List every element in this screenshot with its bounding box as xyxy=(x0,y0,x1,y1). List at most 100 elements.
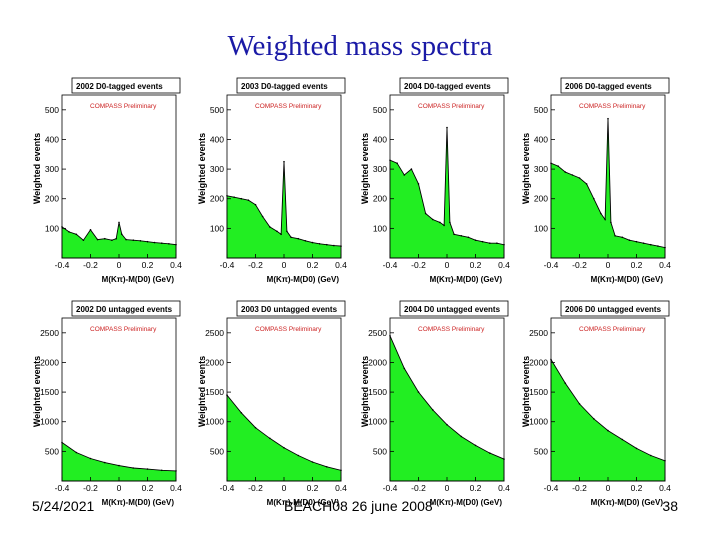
y-tick-label: 300 xyxy=(210,164,224,174)
panel-title-box xyxy=(399,77,509,94)
data-series-area xyxy=(389,127,505,259)
x-tick-label: 0 xyxy=(445,260,450,270)
data-point xyxy=(424,212,427,215)
data-point xyxy=(276,230,278,233)
x-tick-label: 0.4 xyxy=(335,260,347,270)
data-point xyxy=(340,245,342,247)
y-axis-label: Weighted events xyxy=(521,133,531,204)
data-point xyxy=(304,240,307,242)
data-point xyxy=(311,461,314,463)
data-series-area xyxy=(550,118,666,259)
y-tick-label: 400 xyxy=(210,134,224,144)
data-point xyxy=(226,394,228,396)
data-point xyxy=(571,174,574,176)
chart-panel-5: 2003 D0 untagged events COMPASS Prelimina… xyxy=(197,300,347,507)
x-tick-label: -0.2 xyxy=(572,260,587,270)
data-point xyxy=(481,240,484,243)
x-tick-label: 0.4 xyxy=(335,483,347,493)
watermark-label: COMPASS Preliminary xyxy=(418,326,485,333)
data-point xyxy=(280,233,282,236)
data-series-area xyxy=(550,357,666,482)
data-series-area xyxy=(61,222,177,259)
x-axis-label: M(Kπ)-M(D0) (GeV) xyxy=(102,275,175,284)
panel-title: 2002 D0 untagged events xyxy=(76,305,173,314)
data-point xyxy=(290,236,292,239)
y-tick-label: 500 xyxy=(534,446,548,456)
x-tick-label: -0.4 xyxy=(220,483,235,493)
data-point xyxy=(254,203,257,206)
x-tick-label: 0.2 xyxy=(470,483,482,493)
y-tick-label: 2000 xyxy=(529,357,548,367)
data-point xyxy=(286,230,288,233)
data-point xyxy=(635,240,638,243)
panel-title: 2006 D0-tagged events xyxy=(565,82,652,91)
data-point xyxy=(642,242,645,244)
x-tick-label: -0.4 xyxy=(55,260,70,270)
data-point xyxy=(82,239,85,241)
y-tick-label: 2000 xyxy=(368,357,387,367)
data-point xyxy=(318,243,321,245)
data-point xyxy=(283,160,285,163)
x-axis-label: M(Kπ)-M(D0) (GeV) xyxy=(430,275,503,284)
panel-title: 2003 D0 untagged events xyxy=(241,305,338,314)
data-point xyxy=(403,174,406,176)
x-tick-label: 0 xyxy=(282,483,287,493)
panel-title-box xyxy=(236,300,346,317)
y-tick-label: 1000 xyxy=(529,417,548,427)
data-point xyxy=(578,403,581,405)
data-point xyxy=(417,183,420,185)
y-axis-label: Weighted events xyxy=(32,133,42,204)
x-tick-label: -0.4 xyxy=(220,260,235,270)
x-tick-label: -0.2 xyxy=(83,483,98,493)
y-tick-label: 400 xyxy=(373,134,387,144)
y-tick-label: 500 xyxy=(45,105,59,115)
data-point xyxy=(333,244,335,247)
y-tick-label: 2000 xyxy=(40,357,59,367)
data-point xyxy=(146,240,149,243)
data-point xyxy=(564,382,567,385)
panel-title: 2004 D0 untagged events xyxy=(404,305,501,314)
y-tick-label: 1500 xyxy=(368,387,387,397)
y-tick-label: 1000 xyxy=(40,417,59,427)
data-point xyxy=(621,236,624,239)
y-tick-label: 2500 xyxy=(40,328,59,338)
x-tick-label: 0 xyxy=(445,483,450,493)
data-point xyxy=(340,469,342,472)
data-point xyxy=(432,218,434,221)
data-point xyxy=(233,196,235,198)
x-tick-label: -0.4 xyxy=(383,260,398,270)
y-tick-label: 1000 xyxy=(368,417,387,427)
y-tick-label: 200 xyxy=(534,194,548,204)
data-point xyxy=(269,226,271,228)
y-tick-label: 1500 xyxy=(529,387,548,397)
y-axis-label: Weighted events xyxy=(197,133,207,204)
chart-panel-7: 2006 D0 untagged events COMPASS Prelimina… xyxy=(521,300,671,507)
data-point xyxy=(153,241,156,244)
data-point xyxy=(460,235,463,237)
panel-title-box xyxy=(560,300,670,317)
data-series-area xyxy=(226,161,342,259)
x-tick-label: -0.4 xyxy=(383,483,398,493)
data-point xyxy=(326,243,328,246)
data-point xyxy=(621,438,624,441)
x-tick-label: 0.4 xyxy=(170,483,182,493)
y-tick-label: 500 xyxy=(534,105,548,115)
data-point xyxy=(61,441,63,444)
panel-title: 2006 D0 untagged events xyxy=(565,305,662,314)
data-point xyxy=(139,240,142,242)
panel-title: 2004 D0-tagged events xyxy=(404,82,491,91)
data-point xyxy=(550,358,552,361)
data-point xyxy=(607,117,609,120)
y-tick-label: 500 xyxy=(210,446,224,456)
y-tick-label: 500 xyxy=(210,105,224,115)
page-number: 38 xyxy=(662,498,678,514)
y-tick-label: 2500 xyxy=(368,328,387,338)
data-point xyxy=(61,226,63,228)
x-tick-label: 0.2 xyxy=(307,483,319,493)
data-point xyxy=(89,457,92,460)
data-point xyxy=(297,237,300,240)
data-point xyxy=(628,239,631,241)
x-tick-label: 0.2 xyxy=(307,260,319,270)
data-point xyxy=(326,466,328,468)
data-point xyxy=(585,183,588,185)
